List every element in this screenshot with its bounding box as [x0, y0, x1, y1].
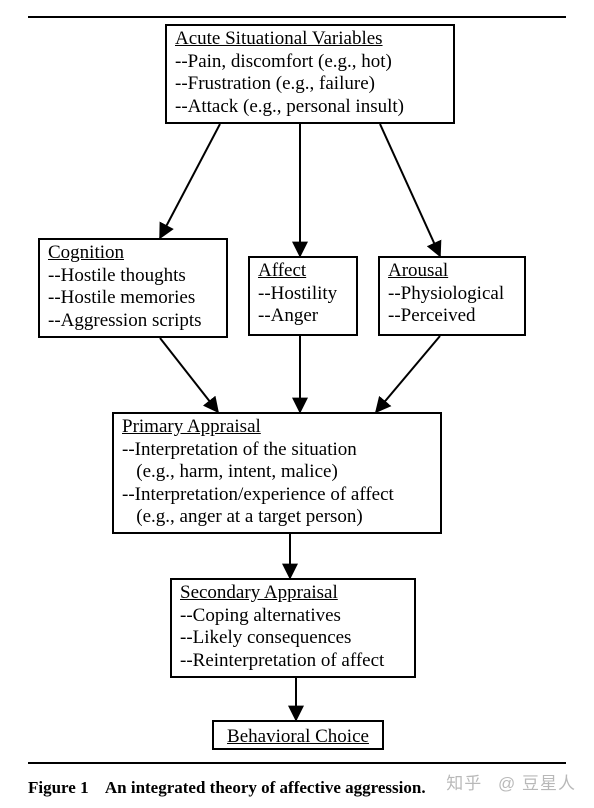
watermark: 知乎 @ 豆星人	[446, 769, 576, 794]
list-item: --Interpretation of the situation	[122, 439, 432, 461]
node-cognition-items: --Hostile thoughts --Hostile memories --…	[40, 265, 226, 336]
edge-arrow	[160, 124, 220, 238]
node-behavioral: Behavioral Choice	[212, 720, 384, 750]
list-item: --Hostile memories	[48, 287, 218, 309]
list-item: --Physiological	[388, 283, 516, 305]
watermark-user: 豆星人	[522, 774, 576, 793]
node-behavioral-title: Behavioral Choice	[214, 722, 382, 752]
node-arousal-items: --Physiological --Perceived	[380, 283, 524, 332]
list-item: --Frustration (e.g., failure)	[175, 73, 445, 95]
watermark-at: @	[498, 774, 516, 793]
node-secondary-title: Secondary Appraisal	[172, 580, 414, 605]
edge-arrow	[376, 336, 440, 412]
node-primary-items: --Interpretation of the situation (e.g.,…	[114, 439, 440, 533]
list-item: --Attack (e.g., personal insult)	[175, 96, 445, 118]
diagram-page: Acute Situational Variables --Pain, disc…	[0, 0, 594, 808]
edge-arrow	[380, 124, 440, 256]
top-rule	[28, 16, 566, 18]
node-affect-items: --Hostility --Anger	[250, 283, 356, 332]
node-arousal-title: Arousal	[380, 258, 524, 283]
node-cognition: Cognition --Hostile thoughts --Hostile m…	[38, 238, 228, 338]
node-acute-title: Acute Situational Variables	[167, 26, 453, 51]
list-item: --Pain, discomfort (e.g., hot)	[175, 51, 445, 73]
list-item: --Reinterpretation of affect	[180, 650, 406, 672]
bottom-rule	[28, 762, 566, 764]
node-acute-items: --Pain, discomfort (e.g., hot) --Frustra…	[167, 51, 453, 122]
list-item: --Anger	[258, 305, 348, 327]
figure-number: Figure 1	[28, 778, 89, 797]
list-item: --Hostile thoughts	[48, 265, 218, 287]
node-affect: Affect --Hostility --Anger	[248, 256, 358, 336]
list-item: (e.g., anger at a target person)	[122, 506, 432, 528]
node-acute: Acute Situational Variables --Pain, disc…	[165, 24, 455, 124]
watermark-site: 知乎	[446, 774, 482, 793]
node-secondary-items: --Coping alternatives --Likely consequen…	[172, 605, 414, 676]
node-arousal: Arousal --Physiological --Perceived	[378, 256, 526, 336]
node-cognition-title: Cognition	[40, 240, 226, 265]
figure-caption: Figure 1 An integrated theory of affecti…	[28, 778, 426, 798]
list-item: --Coping alternatives	[180, 605, 406, 627]
node-secondary: Secondary Appraisal --Coping alternative…	[170, 578, 416, 678]
list-item: --Aggression scripts	[48, 310, 218, 332]
list-item: --Hostility	[258, 283, 348, 305]
node-primary: Primary Appraisal --Interpretation of th…	[112, 412, 442, 534]
edge-arrow	[160, 338, 218, 412]
list-item: --Interpretation/experience of affect	[122, 484, 432, 506]
list-item: --Perceived	[388, 305, 516, 327]
list-item: (e.g., harm, intent, malice)	[122, 461, 432, 483]
list-item: --Likely consequences	[180, 627, 406, 649]
node-primary-title: Primary Appraisal	[114, 414, 440, 439]
figure-text: An integrated theory of affective aggres…	[105, 778, 426, 797]
node-affect-title: Affect	[250, 258, 356, 283]
